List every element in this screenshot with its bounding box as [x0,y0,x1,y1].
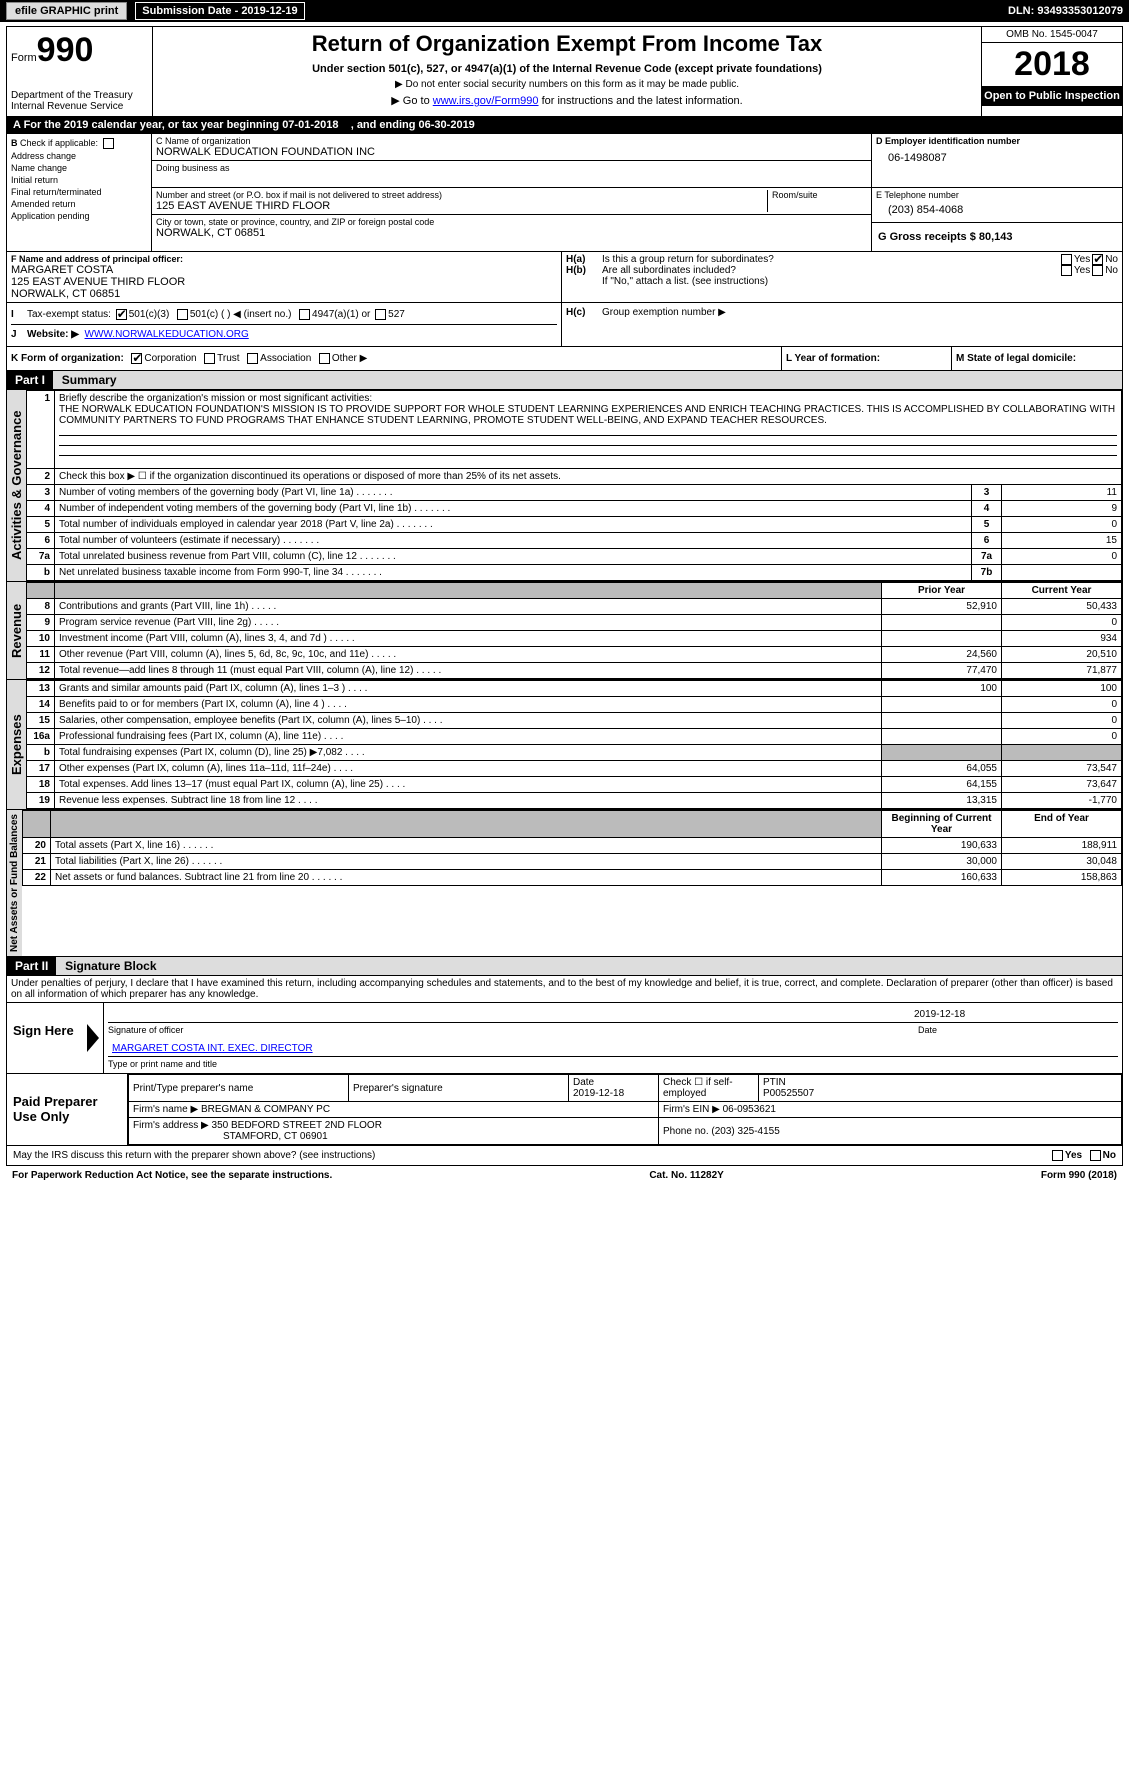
perjury-declaration: Under penalties of perjury, I declare th… [6,976,1123,1003]
dba-label: Doing business as [156,163,867,173]
firm-phone: (203) 325-4155 [711,1126,779,1137]
sign-arrow-icon [87,1024,99,1052]
city-label: City or town, state or province, country… [156,217,867,227]
dept: Department of the Treasury Internal Reve… [11,90,148,112]
line2: Check this box ▶ ☐ if the organization d… [55,469,1122,485]
website-label: Website: ▶ [27,329,79,340]
officer-name: MARGARET COSTA [11,264,557,276]
form-title: Return of Organization Exempt From Incom… [157,31,977,57]
officer-label: F Name and address of principal officer: [11,254,183,264]
revenue-table: Prior YearCurrent Year 8Contributions an… [26,582,1122,679]
efile-btn[interactable]: efile GRAPHIC print [6,2,127,20]
subtitle-1: Under section 501(c), 527, or 4947(a)(1)… [157,63,977,75]
calendar-year-row: A For the 2019 calendar year, or tax yea… [6,117,1123,134]
open-public: Open to Public Inspection [982,86,1122,106]
form-word: Form [11,52,37,64]
hb-note: If "No," attach a list. (see instruction… [566,276,1118,287]
irs-link[interactable]: www.irs.gov/Form990 [433,95,539,107]
street-address: 125 EAST AVENUE THIRD FLOOR [156,200,767,212]
ha-no[interactable] [1092,254,1103,265]
net-assets-table: Beginning of Current YearEnd of Year 20T… [22,810,1122,886]
form-org-label: K Form of organization: [11,353,124,364]
top-bar: efile GRAPHIC print Submission Date - 20… [0,0,1129,22]
officer-addr1: 125 EAST AVENUE THIRD FLOOR [11,276,557,288]
officer-addr2: NORWALK, CT 06851 [11,288,557,300]
footer-right: Form 990 (2018) [1041,1170,1117,1181]
website-link[interactable]: WWW.NORWALKEDUCATION.ORG [85,329,249,340]
section-bcd: B Check if applicable: Address change Na… [6,134,1123,252]
org-name-label: C Name of organization [156,136,867,146]
footer-mid: Cat. No. 11282Y [649,1170,723,1181]
paid-prep-label: Paid Preparer Use Only [7,1074,127,1145]
submission-date: Submission Date - 2019-12-19 [135,2,304,20]
room-label: Room/suite [772,190,867,200]
year-formation: L Year of formation: [786,353,880,364]
phone-label: E Telephone number [876,190,1118,200]
discuss-yes[interactable] [1052,1150,1063,1161]
part2-title: Signature Block [59,957,162,975]
firm-name: BREGMAN & COMPANY PC [201,1104,330,1115]
section-b: B Check if applicable: Address change Na… [7,134,152,251]
section-fh: F Name and address of principal officer:… [6,252,1123,303]
rev-side-label: Revenue [7,582,26,679]
expenses-table: 13Grants and similar amounts paid (Part … [26,680,1122,809]
hb-yes[interactable] [1061,265,1072,276]
ein: 06-1498087 [876,146,1118,170]
sign-here-block: Sign Here 2019-12-18 Signature of office… [6,1003,1123,1074]
org-name: NORWALK EDUCATION FOUNDATION INC [156,146,867,158]
phone: (203) 854-4068 [876,200,1118,220]
dln: DLN: 93493353012079 [1008,5,1123,17]
section-ij: ITax-exempt status: 501(c)(3) 501(c) ( )… [6,303,1123,347]
exp-side-label: Expenses [7,680,26,809]
sig-date: 2019-12-18 [914,1009,1114,1020]
501c3-check[interactable] [116,309,127,320]
tax-year: 2018 [982,43,1122,86]
part2-hdr: Part II [7,957,56,975]
gov-side-label: Activities & Governance [7,390,26,581]
form-number: 990 [37,31,94,69]
form-header: Form990 Department of the Treasury Inter… [6,26,1123,117]
section-klm: K Form of organization: Corporation Trus… [6,347,1123,371]
mission-text: THE NORWALK EDUCATION FOUNDATION'S MISSI… [59,404,1115,426]
net-side-label: Net Assets or Fund Balances [7,810,22,956]
gross-receipts: G Gross receipts $ 80,143 [878,231,1013,243]
sign-here-label: Sign Here [7,1003,87,1073]
part1-hdr: Part I [7,371,53,389]
firm-ein: 06-0953621 [723,1104,776,1115]
hc-label: Group exemption number ▶ [602,307,726,318]
footer-left: For Paperwork Reduction Act Notice, see … [12,1170,332,1181]
hb-label: Are all subordinates included? [602,265,1059,276]
part1-title: Summary [56,371,123,389]
hb-no[interactable] [1092,265,1103,276]
governance-table: 1 Briefly describe the organization's mi… [26,390,1122,581]
omb-number: OMB No. 1545-0047 [982,27,1122,43]
state-domicile: M State of legal domicile: [956,353,1076,364]
sig-name[interactable]: MARGARET COSTA INT. EXEC. DIRECTOR [112,1043,313,1054]
discuss-row: May the IRS discuss this return with the… [6,1146,1123,1166]
subtitle-3: ▶ Go to www.irs.gov/Form990 for instruct… [157,94,977,107]
footer: For Paperwork Reduction Act Notice, see … [6,1166,1123,1185]
addr-label: Number and street (or P.O. box if mail i… [156,190,767,200]
ein-label: D Employer identification number [876,136,1020,146]
paid-preparer-block: Paid Preparer Use Only Print/Type prepar… [6,1074,1123,1146]
city-state-zip: NORWALK, CT 06851 [156,227,867,239]
preparer-table: Print/Type preparer's name Preparer's si… [128,1074,1122,1145]
ha-label: Is this a group return for subordinates? [602,254,1059,265]
subtitle-2: ▶ Do not enter social security numbers o… [157,79,977,90]
ha-yes[interactable] [1061,254,1072,265]
firm-addr: 350 BEDFORD STREET 2ND FLOOR [212,1120,382,1131]
discuss-no[interactable] [1090,1150,1101,1161]
tax-status-label: Tax-exempt status: [27,309,111,320]
